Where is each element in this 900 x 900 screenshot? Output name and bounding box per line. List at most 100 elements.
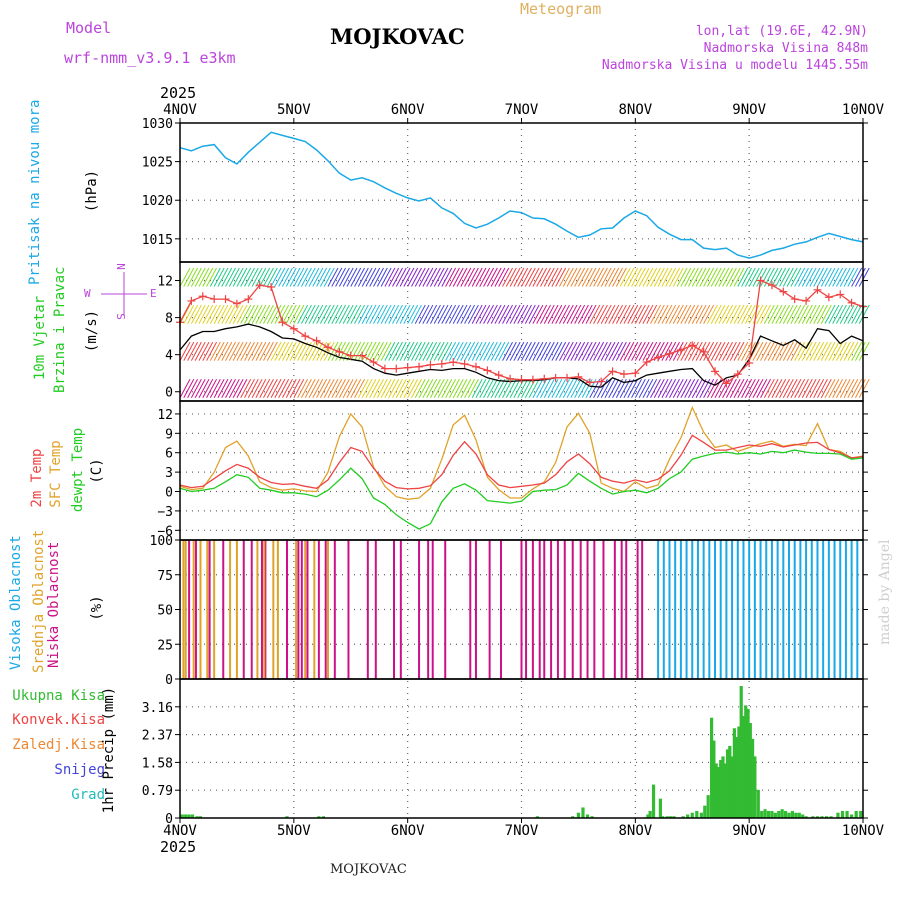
wind-barb [505, 378, 517, 398]
wind-barb [445, 304, 457, 324]
wind-barb [801, 378, 813, 398]
total-precip-bar [712, 740, 716, 818]
wind-barb [540, 378, 551, 398]
model-label: Model [66, 19, 112, 37]
wind-barb [725, 378, 737, 398]
wind-barb [706, 341, 718, 361]
precip-label-conv: Konvek.Kisa [12, 712, 105, 728]
wind-barb [251, 378, 263, 398]
wind-barb [839, 304, 851, 324]
wind-barb [460, 267, 472, 287]
wind-barb [627, 304, 639, 324]
wind-barb [217, 378, 229, 398]
wind-barb [847, 341, 859, 361]
wind-barb [706, 304, 718, 324]
wind-barb [259, 341, 271, 361]
wind-barb [380, 378, 392, 398]
wind-barb [342, 378, 354, 398]
wind-barb [376, 378, 388, 398]
wind-gust-marker [551, 373, 560, 382]
wind-barb [828, 304, 840, 324]
wind-barb [365, 341, 377, 361]
wind-barb [612, 267, 624, 287]
wind-barb [403, 267, 415, 287]
wind-barb [524, 304, 536, 324]
wind-barb [744, 304, 756, 324]
wind-barb [354, 378, 365, 398]
wind-barb [266, 267, 278, 287]
wind-barb [373, 378, 384, 398]
wind-barb [346, 304, 358, 324]
wind-barb [464, 304, 476, 324]
wind-barb [623, 341, 635, 361]
wind-barb [308, 267, 320, 287]
wind-barb [801, 304, 813, 324]
total-precip-bar [285, 816, 289, 818]
wind-barb [429, 267, 441, 287]
y-tick-label: 25 [157, 638, 173, 653]
wind-barb [547, 341, 559, 361]
wind-barb [244, 267, 255, 287]
total-precip-bar [672, 816, 676, 818]
wind-barb [240, 267, 252, 287]
wind-barb [790, 378, 802, 398]
wind-barb [194, 304, 206, 324]
wind-barb [577, 267, 589, 287]
wind-barb [331, 267, 343, 287]
wind-barb [733, 267, 745, 287]
wind-barb [665, 341, 677, 361]
wind-barb [809, 378, 821, 398]
wind-barb [225, 267, 236, 287]
wind-barb [794, 267, 806, 287]
y-tick-label: 0 [165, 673, 173, 688]
wind-barb [270, 341, 282, 361]
wind-barb [524, 378, 536, 398]
wind-barb [395, 267, 407, 287]
wind-barb [456, 267, 468, 287]
wind-gust-marker [688, 341, 697, 350]
wind-barb [407, 267, 419, 287]
wind-barb [198, 378, 210, 398]
wind-barb [676, 378, 688, 398]
wind-barb [213, 378, 225, 398]
wind-barb [433, 304, 445, 324]
wind-barb [612, 378, 624, 398]
wind-gust-marker [790, 295, 799, 304]
y-tick-label: 1015 [142, 233, 173, 248]
wind-barb [805, 341, 817, 361]
wind-barb [304, 341, 316, 361]
wind-barb [593, 341, 605, 361]
wind-barb [589, 341, 601, 361]
total-precip-bar [815, 816, 820, 818]
wind-barb [703, 341, 715, 361]
wind-barb [395, 378, 407, 398]
wind-barb [794, 304, 806, 324]
wind-gust-marker [517, 375, 526, 384]
total-precip-bar [710, 717, 714, 818]
wind-barb [779, 378, 790, 398]
wind-barb [722, 341, 734, 361]
total-precip-bar [737, 726, 741, 818]
wind-barb [308, 304, 320, 324]
wind-barb [263, 304, 274, 324]
wind-barb [452, 341, 464, 361]
total-precip-bar [180, 814, 184, 818]
wind-barb [688, 304, 699, 324]
wind-barb [395, 341, 407, 361]
wind-gust-marker [312, 336, 321, 345]
precip-label-total: Ukupna Kisa [12, 688, 105, 704]
x-tick-label-bottom: 5NOV [277, 823, 311, 839]
wind-barb [562, 341, 574, 361]
total-precip-bar [829, 816, 833, 818]
wind-barb [684, 267, 696, 287]
x-tick-label-bottom: 10NOV [842, 823, 885, 839]
wind-barb [206, 267, 218, 287]
total-precip-bar [820, 816, 824, 818]
wind-barb [600, 341, 612, 361]
wind-gust-marker [483, 366, 492, 375]
wind-barb [570, 267, 582, 287]
wind-barb [399, 267, 411, 287]
wind-barb [452, 304, 464, 324]
wind-gust-marker [426, 360, 435, 369]
wind-barb [756, 378, 768, 398]
